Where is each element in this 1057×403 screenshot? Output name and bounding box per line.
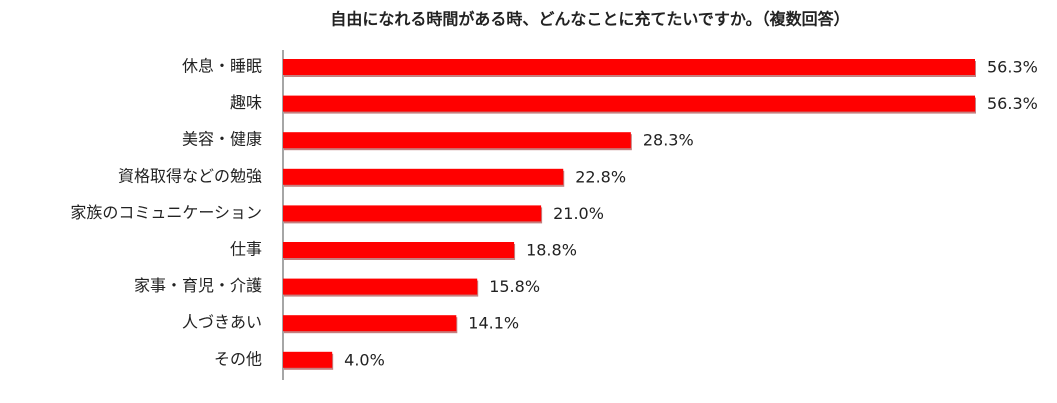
value-label: 22.8% bbox=[575, 167, 626, 186]
bar bbox=[283, 315, 457, 332]
category-label: 仕事 bbox=[230, 240, 262, 259]
bar bbox=[283, 95, 975, 112]
value-label: 18.8% bbox=[526, 241, 577, 260]
bar bbox=[283, 59, 975, 75]
category-label: 資格取得などの勉強 bbox=[118, 166, 262, 185]
bar bbox=[283, 278, 478, 295]
value-label: 15.8% bbox=[489, 277, 540, 296]
value-label: 21.0% bbox=[553, 204, 604, 223]
category-label: 家事・育児・介護 bbox=[134, 276, 262, 295]
category-label: 人づきあい bbox=[182, 313, 262, 332]
value-label: 56.3% bbox=[987, 94, 1038, 113]
bar bbox=[283, 168, 564, 185]
value-label: 28.3% bbox=[643, 131, 694, 150]
category-label: 趣味 bbox=[230, 93, 262, 112]
value-label: 14.1% bbox=[468, 314, 519, 333]
category-label: その他 bbox=[214, 349, 262, 368]
bar bbox=[283, 242, 515, 258]
bar bbox=[283, 132, 631, 149]
bar bbox=[283, 205, 542, 222]
value-label: 56.3% bbox=[987, 58, 1038, 77]
value-label: 4.0% bbox=[344, 350, 385, 369]
category-label: 家族のコミュニケーション bbox=[70, 203, 262, 222]
category-label: 美容・健康 bbox=[182, 130, 262, 149]
chart-title: 自由になれる時間がある時、どんなことに充てたいですか。（複数回答） bbox=[330, 10, 849, 29]
category-label: 休息・睡眠 bbox=[182, 57, 262, 76]
bar bbox=[283, 351, 333, 368]
